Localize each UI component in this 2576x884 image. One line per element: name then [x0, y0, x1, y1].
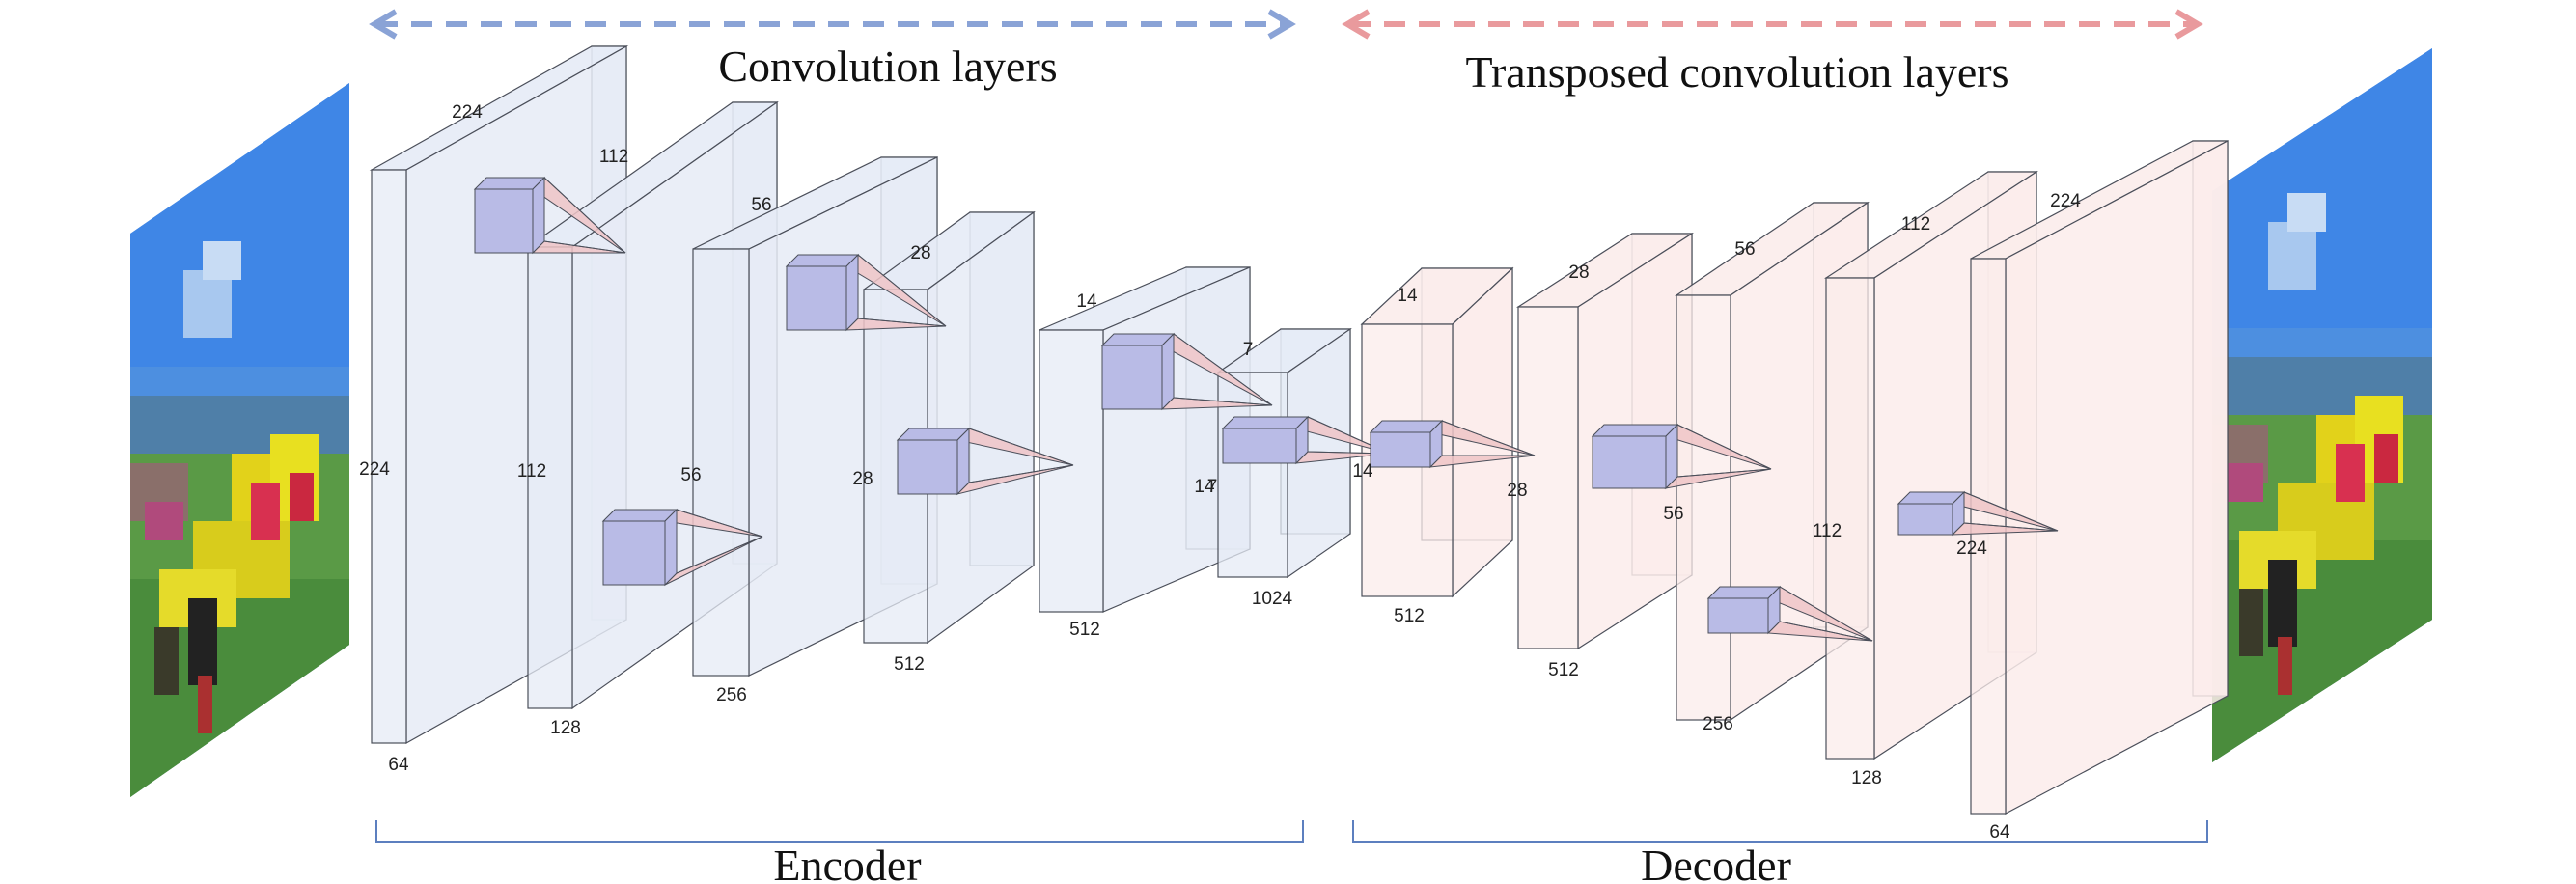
encoder-kernel-5 [1100, 332, 1273, 411]
input-image [130, 83, 349, 797]
decoder-bracket [1352, 820, 2208, 843]
decoder-block-1-side-label: 14 [1352, 461, 1373, 482]
decoder-kernel-2 [1591, 423, 1772, 490]
encoder-block-5-top-label: 14 [1076, 291, 1097, 312]
decoder-block-1-top-label: 14 [1397, 286, 1418, 306]
encoder-block-4-channels-label: 512 [894, 654, 925, 675]
decoder-kernel-1 [1369, 419, 1536, 469]
decoder-block-3-top-label: 56 [1734, 239, 1755, 260]
decoder-block-2-top-label: 28 [1568, 262, 1589, 283]
encoder-block-3-side-label: 56 [680, 465, 701, 485]
encoder-kernel-1 [473, 176, 626, 255]
decoder-block-4-channels-label: 128 [1851, 768, 1882, 788]
encoder-arrow [369, 9, 1296, 40]
decoder-block-5-top-label: 224 [2050, 191, 2081, 211]
encoder-kernel-2 [601, 508, 763, 587]
encoder-block-2-top-label: 112 [599, 147, 628, 167]
decoder-block-5-side-label: 224 [1956, 539, 1987, 559]
encoder-block-2-side-label: 112 [517, 461, 546, 482]
transposed-convolution-layers-title: Transposed convolution layers [1465, 47, 2008, 97]
encoder-block-4-top-label: 28 [910, 243, 930, 263]
encoder-block-5-channels-label: 512 [1069, 620, 1100, 640]
encoder-kernel-6 [1221, 415, 1391, 465]
layer-blocks: 224 224 64 112 112 128 56 56 256 28 28 512 14 14 512 7 7… [359, 44, 2229, 843]
encoder-block-1-side-label: 224 [359, 459, 390, 480]
encoder-block-3-channels-label: 256 [716, 685, 747, 705]
encoder-block-6-side-label: 7 [1207, 477, 1218, 497]
encoder-block-6-channels-label: 1024 [1252, 589, 1293, 609]
encoder-block-3-top-label: 56 [751, 195, 771, 215]
convolution-layers-title: Convolution layers [718, 41, 1057, 91]
decoder-arrow [1342, 9, 2203, 40]
decoder-label: Decoder [1641, 841, 1791, 884]
decoder-kernel-3 [1706, 585, 1873, 642]
decoder-block-2-side-label: 28 [1507, 481, 1527, 501]
decoder-block-2-channels-label: 512 [1548, 660, 1579, 680]
encoder-block-6-top-label: 7 [1243, 340, 1254, 360]
decoder-block-5 [1970, 140, 2229, 815]
decoder-block-1-channels-label: 512 [1394, 606, 1425, 626]
decoder-block-3-side-label: 56 [1663, 504, 1683, 524]
encoder-block-1-channels-label: 64 [388, 755, 409, 775]
decoder-block-4-top-label: 112 [1901, 214, 1930, 235]
decoder-block-3-channels-label: 256 [1703, 714, 1733, 734]
encoder-block-4-side-label: 28 [852, 469, 873, 489]
encoder-block-5-side-label: 14 [1194, 477, 1215, 497]
encoder-bracket [375, 820, 1304, 843]
encoder-kernel-3 [785, 253, 947, 332]
encoder-kernel-4 [896, 427, 1074, 496]
encoder-label: Encoder [773, 841, 921, 884]
encoder-block-4 [862, 210, 1036, 645]
decoder-block-5-channels-label: 64 [1989, 822, 2010, 843]
encoder-block-1-top-label: 224 [452, 102, 483, 123]
encoder-block-2-channels-label: 128 [550, 718, 581, 738]
output-image [2212, 48, 2432, 762]
decoder-block-4-side-label: 112 [1813, 521, 1842, 541]
decoder-kernel-4 [1897, 490, 2059, 537]
